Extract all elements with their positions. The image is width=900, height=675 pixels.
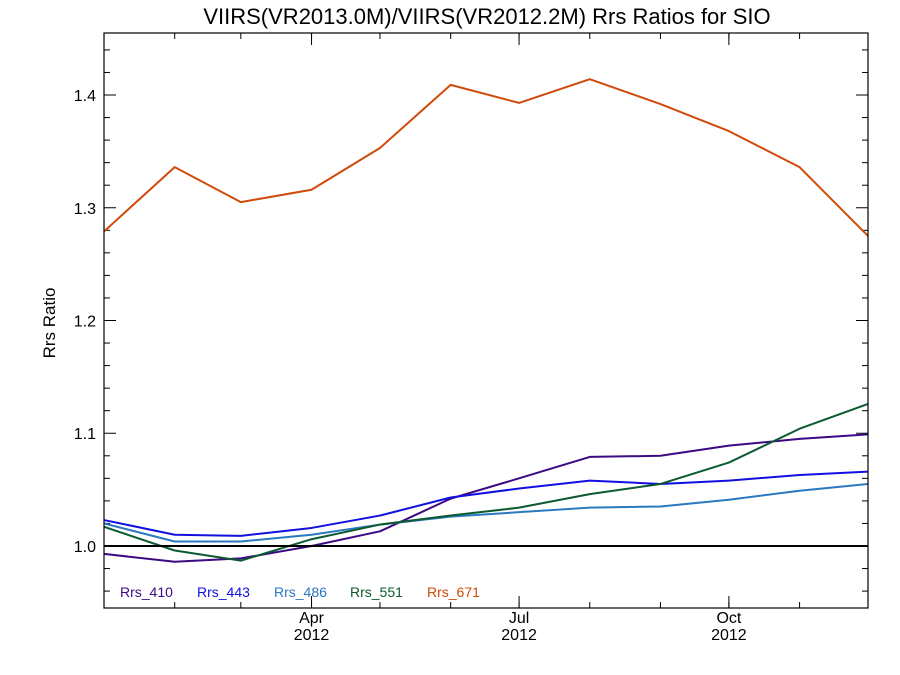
x-tick-label-year: 2012: [501, 627, 537, 644]
series-line-rrs-410: [103, 433, 869, 563]
series-line-rrs-671: [103, 78, 869, 237]
legend-entry-rrs-443: Rrs_443: [197, 584, 250, 600]
x-tick-label-year: 2012: [294, 627, 330, 644]
series-line-rrs-551: [103, 402, 869, 562]
series-layer: [103, 78, 869, 563]
plot-frame: [103, 32, 869, 609]
y-axis-label: Rrs Ratio: [40, 288, 59, 359]
legend-entry-rrs-671: Rrs_671: [427, 584, 480, 600]
x-tick-label-month: Jul: [509, 610, 529, 627]
series-line-rrs-443: [103, 470, 869, 537]
y-tick-label: 1.3: [74, 201, 96, 218]
chart-title: VIIRS(VR2013.0M)/VIIRS(VR2012.2M) Rrs Ra…: [203, 4, 770, 29]
x-tick-label-year: 2012: [711, 627, 747, 644]
y-tick-label: 1.1: [74, 426, 96, 443]
y-tick-label: 1.4: [74, 88, 96, 105]
y-tick-label: 1.0: [74, 539, 96, 556]
x-tick-label-month: Apr: [299, 610, 325, 627]
legend-entry-rrs-486: Rrs_486: [274, 584, 327, 600]
series-line-rrs-486: [103, 482, 869, 543]
legend: Rrs_410 Rrs_443 Rrs_486 Rrs_551 Rrs_671: [120, 584, 480, 600]
legend-entry-rrs-551: Rrs_551: [350, 584, 403, 600]
legend-entry-rrs-410: Rrs_410: [120, 584, 173, 600]
x-tick-label-month: Oct: [716, 610, 741, 627]
y-tick-label: 1.2: [74, 314, 96, 331]
